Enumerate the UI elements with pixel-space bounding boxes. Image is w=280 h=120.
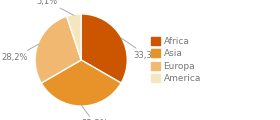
Wedge shape [41,60,121,106]
Text: 28,2%: 28,2% [1,44,39,62]
Text: 33,3%: 33,3% [120,37,160,60]
Wedge shape [35,16,81,83]
Text: 33,3%: 33,3% [81,105,108,120]
Legend: Africa, Asia, Europa, America: Africa, Asia, Europa, America [149,35,203,85]
Wedge shape [81,14,127,83]
Wedge shape [67,14,81,60]
Text: 5,1%: 5,1% [36,0,74,15]
